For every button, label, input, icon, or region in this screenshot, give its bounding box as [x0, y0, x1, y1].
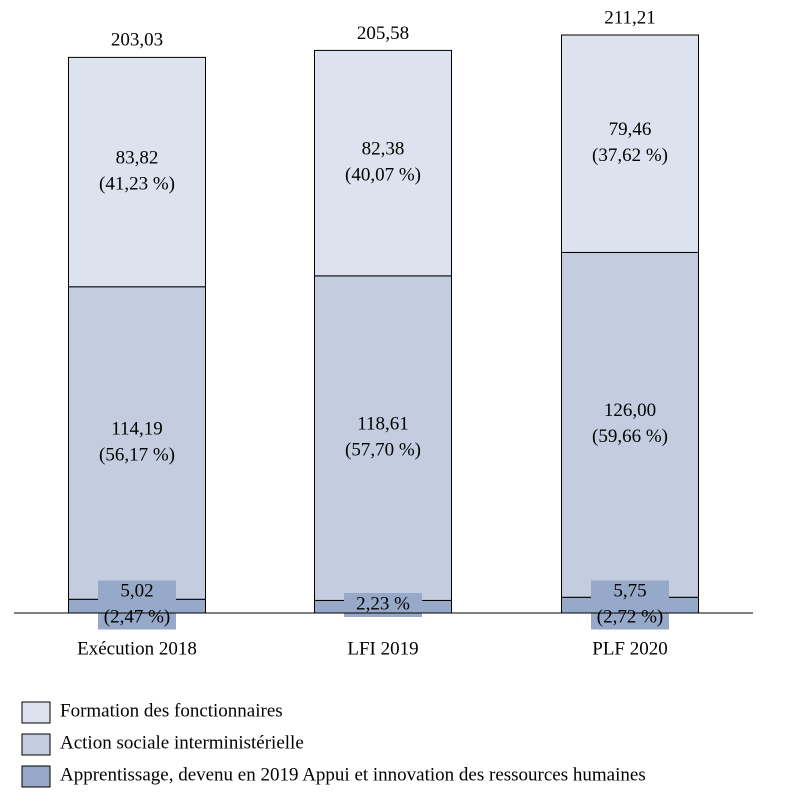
bar-segment — [68, 286, 206, 600]
share-label: (40,07 %) — [345, 164, 421, 185]
legend-label: Action sociale interministérielle — [60, 732, 304, 753]
value-label: 114,19 — [111, 418, 163, 439]
share-label: (59,66 %) — [592, 426, 668, 447]
share-label: (56,17 %) — [99, 444, 175, 465]
value-label: 79,46 — [609, 119, 652, 140]
bar-segment — [561, 34, 699, 253]
total-label: 205,58 — [357, 23, 409, 44]
x-tick-label: PLF 2020 — [592, 638, 668, 659]
x-tick-label: LFI 2019 — [347, 638, 418, 659]
legend-swatch — [21, 701, 51, 724]
label-box — [591, 580, 669, 630]
label-box — [98, 580, 176, 630]
value-label: 118,61 — [357, 414, 409, 435]
legend-label: Formation des fonctionnaires — [60, 700, 283, 721]
share-label: 2,23 % — [356, 593, 410, 614]
bar-segment — [561, 251, 699, 598]
legend-label: Apprentissage, devenu en 2019 Appui et i… — [60, 764, 646, 785]
bar-segment — [68, 56, 206, 288]
share-label: (41,23 %) — [99, 173, 175, 194]
total-label: 211,21 — [604, 7, 656, 28]
bar-segment — [314, 275, 452, 601]
legend-swatch — [21, 733, 51, 756]
value-label: 82,38 — [362, 138, 405, 159]
share-label: (2,47 %) — [104, 606, 170, 627]
bar-segment — [314, 49, 452, 277]
legend-swatch — [21, 765, 51, 788]
share-label: (57,70 %) — [345, 440, 421, 461]
value-label: 83,82 — [116, 147, 159, 168]
total-label: 203,03 — [111, 30, 163, 51]
value-label: 5,75 — [613, 580, 646, 601]
value-label: 5,02 — [120, 580, 153, 601]
share-label: (37,62 %) — [592, 145, 668, 166]
x-tick-label: Exécution 2018 — [77, 638, 197, 659]
share-label: (2,72 %) — [597, 606, 663, 627]
value-label: 126,00 — [604, 400, 656, 421]
